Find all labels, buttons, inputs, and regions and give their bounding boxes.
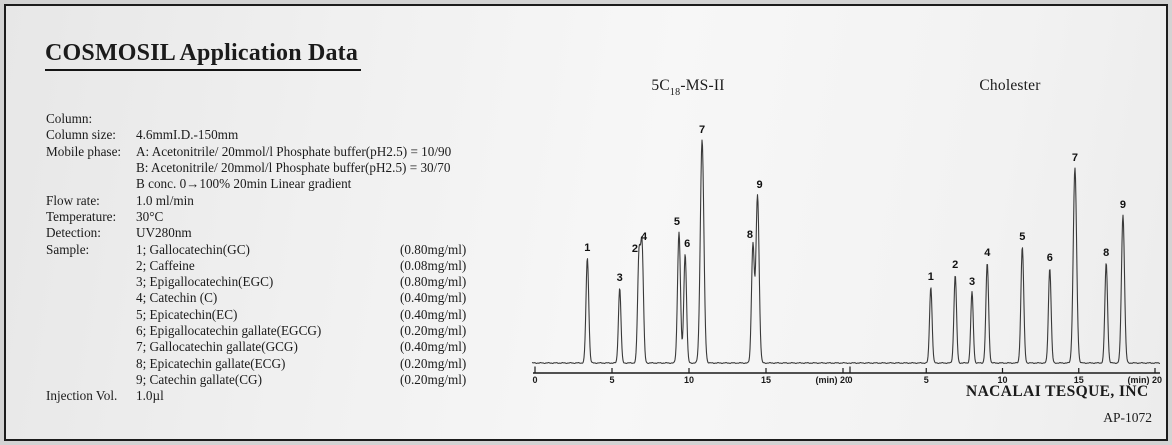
sample-concentration: (0.20mg/ml) <box>400 372 467 387</box>
condition-value: 3; Epigallocatechin(EGC) <box>136 274 274 290</box>
axis-tick-label: 15 <box>761 375 771 385</box>
page-title: COSMOSIL Application Data <box>45 40 362 71</box>
axis-tick-label: 5 <box>924 375 929 385</box>
peak-label: 8 <box>1103 247 1109 259</box>
axis-tick-label: 0 <box>532 375 537 385</box>
peak-label: 7 <box>1072 152 1078 164</box>
axis-tick-label: 5 <box>609 375 614 385</box>
sample-concentration: (0.40mg/ml) <box>400 306 467 322</box>
sample-concentration: (0.40mg/ml) <box>400 290 467 306</box>
condition-label: Injection Vol. <box>46 388 118 404</box>
condition-row: B conc. 0→100% 20min Linear gradient <box>46 176 524 192</box>
condition-label: Mobile phase: <box>46 143 122 159</box>
chromatogram-trace <box>531 139 848 365</box>
condition-row: 7; Gallocatechin gallate(GCG) (0.40mg/ml) <box>46 339 524 355</box>
peak-label: 1 <box>584 242 590 254</box>
condition-label: Column size: <box>46 127 116 143</box>
condition-row: Flow rate: 1.0 ml/min <box>46 193 524 209</box>
condition-row: 3; Epigallocatechin(EGC) (0.80mg/ml) <box>46 274 524 290</box>
condition-row: B: Acetonitrile/ 20mmol/l Phosphate buff… <box>46 160 524 176</box>
condition-value: 9; Catechin gallate(CG) <box>136 372 262 387</box>
condition-row: 6; Epigallocatechin gallate(EGCG) (0.20mg… <box>46 323 524 339</box>
peak-label: 9 <box>1120 199 1126 211</box>
condition-value: UV280nm <box>136 225 192 241</box>
condition-label: Temperature: <box>46 208 117 224</box>
condition-row: 5; Epicatechin(EC) (0.40mg/ml) <box>46 307 524 323</box>
peak-label: 6 <box>684 238 690 250</box>
condition-row: 4; Catechin (C) (0.40mg/ml) <box>46 290 524 306</box>
axis-tick-label: 10 <box>684 375 694 385</box>
peak-label: 5 <box>1019 231 1025 243</box>
peak-label: 4 <box>641 231 648 243</box>
peak-label: 3 <box>617 272 623 284</box>
condition-value: 6; Epigallocatechin gallate(EGCG) <box>136 323 322 339</box>
chromatogram-title-2: Cholester <box>979 77 1041 94</box>
condition-value: 4.6mmI.D.-150mm <box>136 127 239 143</box>
chromatogram-panel-1: 5C18-MS-II 0 5 10 15 (min) 20 1 3 2 4 5 6 7 8 9 <box>528 75 848 390</box>
chromatogram-trace <box>848 167 1161 365</box>
condition-row: Mobile phase: A: Acetonitrile/ 20mmol/l P… <box>46 144 524 160</box>
sample-concentration: (0.20mg/ml) <box>400 355 467 371</box>
condition-value: 4; Catechin (C) <box>136 290 218 306</box>
sample-concentration: (0.40mg/ml) <box>400 339 467 355</box>
peak-label: 6 <box>1047 252 1053 264</box>
condition-row: Detection: UV280nm <box>46 225 524 241</box>
condition-row: 8; Epicatechin gallate(ECG) (0.20mg/ml) <box>46 356 524 372</box>
axis-tick-label: (min) 20 <box>815 375 848 385</box>
time-axis: 0 5 10 15 (min) 20 <box>848 366 1162 385</box>
axis-tick-label: (min) 20 <box>1127 375 1162 385</box>
chromatogram-panel-2: Cholester 0 5 10 15 (min) 20 1 2 3 4 5 6 7 8 9 <box>848 75 1172 390</box>
peak-label: 7 <box>699 124 705 136</box>
peak-label: 4 <box>984 247 991 259</box>
peak-label: 9 <box>756 179 762 191</box>
condition-value: 7; Gallocatechin gallate(GCG) <box>136 339 298 355</box>
chromatogram-title-1: 5C18-MS-II <box>651 77 725 99</box>
peak-label: 2 <box>632 243 638 255</box>
title-subscript: 18 <box>669 87 681 99</box>
axis-tick-label: 15 <box>1074 375 1084 385</box>
peak-label: 2 <box>952 259 958 271</box>
condition-value: A: Acetonitrile/ 20mmol/l Phosphate buff… <box>136 143 452 159</box>
axis-tick-label: 10 <box>997 375 1007 385</box>
condition-value: B: Acetonitrile/ 20mmol/l Phosphate buff… <box>136 159 451 175</box>
peak-label: 8 <box>747 229 753 241</box>
condition-value: 1.0µl <box>136 388 164 404</box>
condition-label: Column: <box>46 111 93 126</box>
condition-value: 1.0 ml/min <box>136 192 194 208</box>
condition-value: B conc. 0→100% 20min Linear gradient <box>136 176 352 192</box>
sample-concentration: (0.08mg/ml) <box>400 257 467 273</box>
condition-row: Column: <box>46 111 524 127</box>
condition-label: Sample: <box>46 241 90 257</box>
condition-value: 5; Epicatechin(EC) <box>136 306 238 322</box>
axis-tick-label: 0 <box>848 375 853 385</box>
page-border <box>4 4 1168 441</box>
sample-concentration: (0.20mg/ml) <box>400 323 467 339</box>
condition-row: Column size: 4.6mmI.D.-150mm <box>46 127 524 143</box>
peak-label: 1 <box>928 271 934 283</box>
sample-concentration: (0.80mg/ml) <box>400 274 467 290</box>
sample-concentration: (0.80mg/ml) <box>400 241 467 257</box>
condition-row: Temperature: 30°C <box>46 209 524 225</box>
condition-value: 30°C <box>136 208 164 224</box>
peak-label: 5 <box>674 216 680 228</box>
condition-value: 1; Gallocatechin(GC) <box>136 241 250 257</box>
condition-value: 2; Caffeine <box>136 257 195 273</box>
condition-row: 9; Catechin gallate(CG) (0.20mg/ml) <box>46 372 524 388</box>
condition-row: 2; Caffeine (0.08mg/ml) <box>46 258 524 274</box>
document-code: AP-1072 <box>1103 410 1152 425</box>
condition-value: 8; Epicatechin gallate(ECG) <box>136 355 286 371</box>
time-axis: 0 5 10 15 (min) 20 <box>532 366 848 385</box>
conditions-list: Column: Column size: 4.6mmI.D.-150mm Mobile… <box>46 111 524 405</box>
condition-row: Injection Vol. 1.0µl <box>46 388 524 404</box>
peak-label: 3 <box>969 276 975 288</box>
condition-label: Flow rate: <box>46 192 100 208</box>
condition-label: Detection: <box>46 225 101 241</box>
condition-row: Sample: 1; Gallocatechin(GC) (0.80mg/ml) <box>46 242 524 258</box>
company-name: NACALAI TESQUE, INC <box>966 383 1149 400</box>
